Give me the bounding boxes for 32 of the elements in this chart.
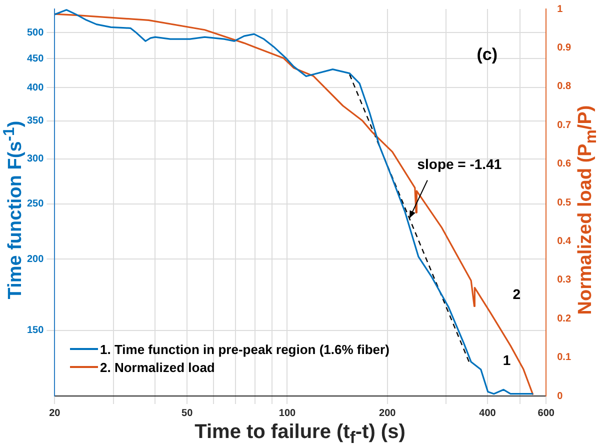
y2-tick-label: 0.6	[557, 158, 572, 170]
legend-label: 1. Time function in pre-peak region (1.6% fiber)	[100, 342, 390, 356]
y-tick-label: 250	[26, 198, 44, 210]
y-tick-label: 300	[26, 154, 44, 165]
y-tick-label: 150	[26, 325, 44, 336]
y2-tick-label: 0.9	[557, 42, 572, 54]
y-tick-label: 500	[26, 27, 44, 38]
annotation: 1	[502, 352, 511, 368]
x-tick-label: 20	[49, 408, 61, 419]
y-tick-label: 350	[26, 116, 44, 127]
y2-tick-label: 0	[557, 390, 564, 402]
x-tick-label: 50	[182, 408, 194, 419]
y2-tick-label: 0.8	[557, 81, 572, 92]
annotation: (c)	[476, 45, 498, 64]
y2-tick-label: 0.1	[557, 352, 572, 364]
y-tick-label: 400	[26, 82, 44, 94]
x-tick-label: 400	[479, 408, 496, 419]
y-tick-label: 450	[26, 53, 44, 64]
y2-tick-label: 0.2	[557, 313, 572, 324]
x-tick-label: 100	[278, 408, 296, 419]
legend-label: 2. Normalized load	[100, 360, 215, 374]
x-tick-label: 200	[379, 408, 396, 419]
y2-tick-label: 0.7	[557, 120, 572, 131]
y-tick-label: 200	[26, 254, 44, 265]
annotation: slope = -1.41	[417, 156, 502, 172]
y2-tick-label: 0.4	[557, 236, 572, 247]
x-tick-label: 600	[538, 408, 555, 419]
y2-tick-label: 1	[557, 4, 564, 15]
x-axis-title: Time to failure (t$_{f}$-t) (s)	[194, 421, 406, 448]
y2-tick-label: 0.3	[557, 274, 572, 286]
annotation: 2	[512, 286, 521, 302]
y2-tick-label: 0.5	[557, 197, 572, 208]
